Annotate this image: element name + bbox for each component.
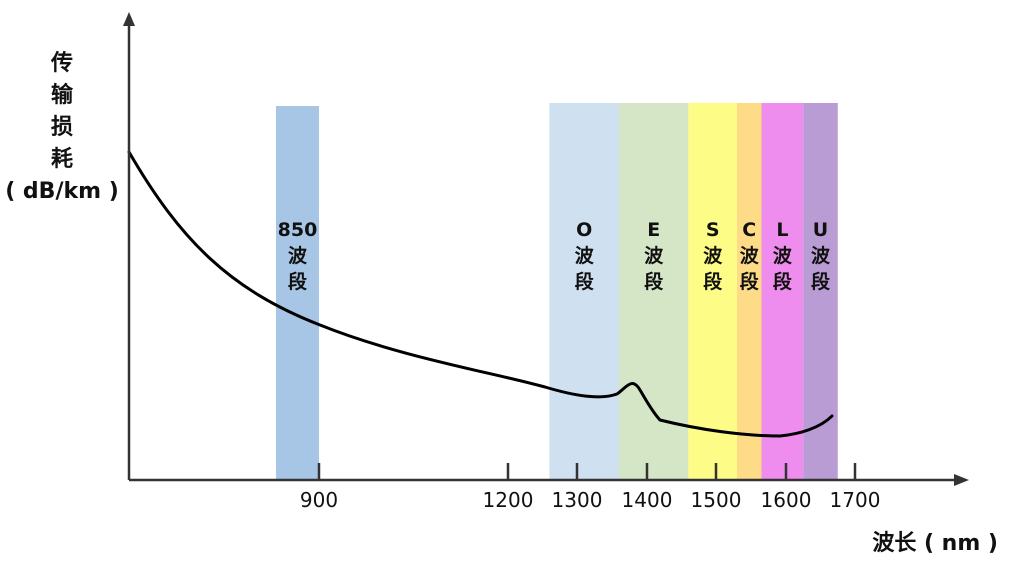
band-4-label-0: C — [742, 219, 756, 241]
y-title-char-2: 输 — [51, 82, 74, 108]
band-3-label-0: S — [706, 219, 720, 241]
y-title-char-4: 耗 — [51, 146, 73, 172]
band-0 — [276, 106, 319, 480]
tick-label-2: 1300 — [552, 488, 603, 512]
band-6-label-1: 波 — [811, 244, 831, 267]
band-1-label-1: 波 — [575, 244, 595, 267]
band-0-label-2: 段 — [288, 270, 308, 293]
band-5 — [761, 103, 804, 480]
attenuation-curve — [127, 150, 834, 438]
y-axis-arrow — [123, 12, 135, 26]
band-0-label-0: 850 — [278, 219, 318, 241]
y-title-unit: ( dB/km ) — [5, 179, 119, 204]
band-3 — [688, 103, 737, 480]
y-title-char-1: 传 — [50, 51, 73, 76]
band-1 — [549, 103, 619, 480]
band-4-label-2: 段 — [740, 270, 760, 293]
y-axis-title: 传 输 损 耗 ( dB/km ) — [5, 51, 119, 204]
x-axis-title: 波长 ( nm ) — [872, 531, 998, 556]
band-3-label-1: 波 — [703, 244, 723, 267]
y-title-char-3: 损 — [51, 115, 73, 140]
band-0-label-1: 波 — [288, 244, 308, 267]
tick-label-4: 1500 — [691, 488, 742, 512]
tick-label-0: 900 — [300, 488, 338, 512]
band-2-label-2: 段 — [644, 270, 664, 293]
tick-label-1: 1200 — [483, 488, 534, 512]
band-6-label-2: 段 — [811, 270, 831, 293]
band-2-label-1: 波 — [644, 244, 664, 267]
band-5-label-0: L — [776, 219, 788, 241]
band-4 — [737, 103, 762, 480]
band-2 — [619, 103, 689, 480]
band-1-label-2: 段 — [575, 270, 595, 293]
tick-label-3: 1400 — [622, 488, 673, 512]
band-3-label-2: 段 — [703, 270, 723, 293]
x-axis-arrow — [954, 474, 969, 486]
band-6-label-0: U — [813, 219, 828, 241]
tick-label-5: 1600 — [761, 488, 812, 512]
band-4-label-1: 波 — [740, 244, 760, 267]
band-5-label-1: 波 — [773, 244, 793, 267]
band-1-label-0: O — [576, 219, 592, 241]
band-5-label-2: 段 — [773, 270, 793, 293]
tick-label-6: 1700 — [830, 488, 881, 512]
x-axis-ticks: 900 1200 1300 1400 1500 1600 1700 — [300, 463, 881, 512]
band-2-label-0: E — [647, 219, 660, 241]
